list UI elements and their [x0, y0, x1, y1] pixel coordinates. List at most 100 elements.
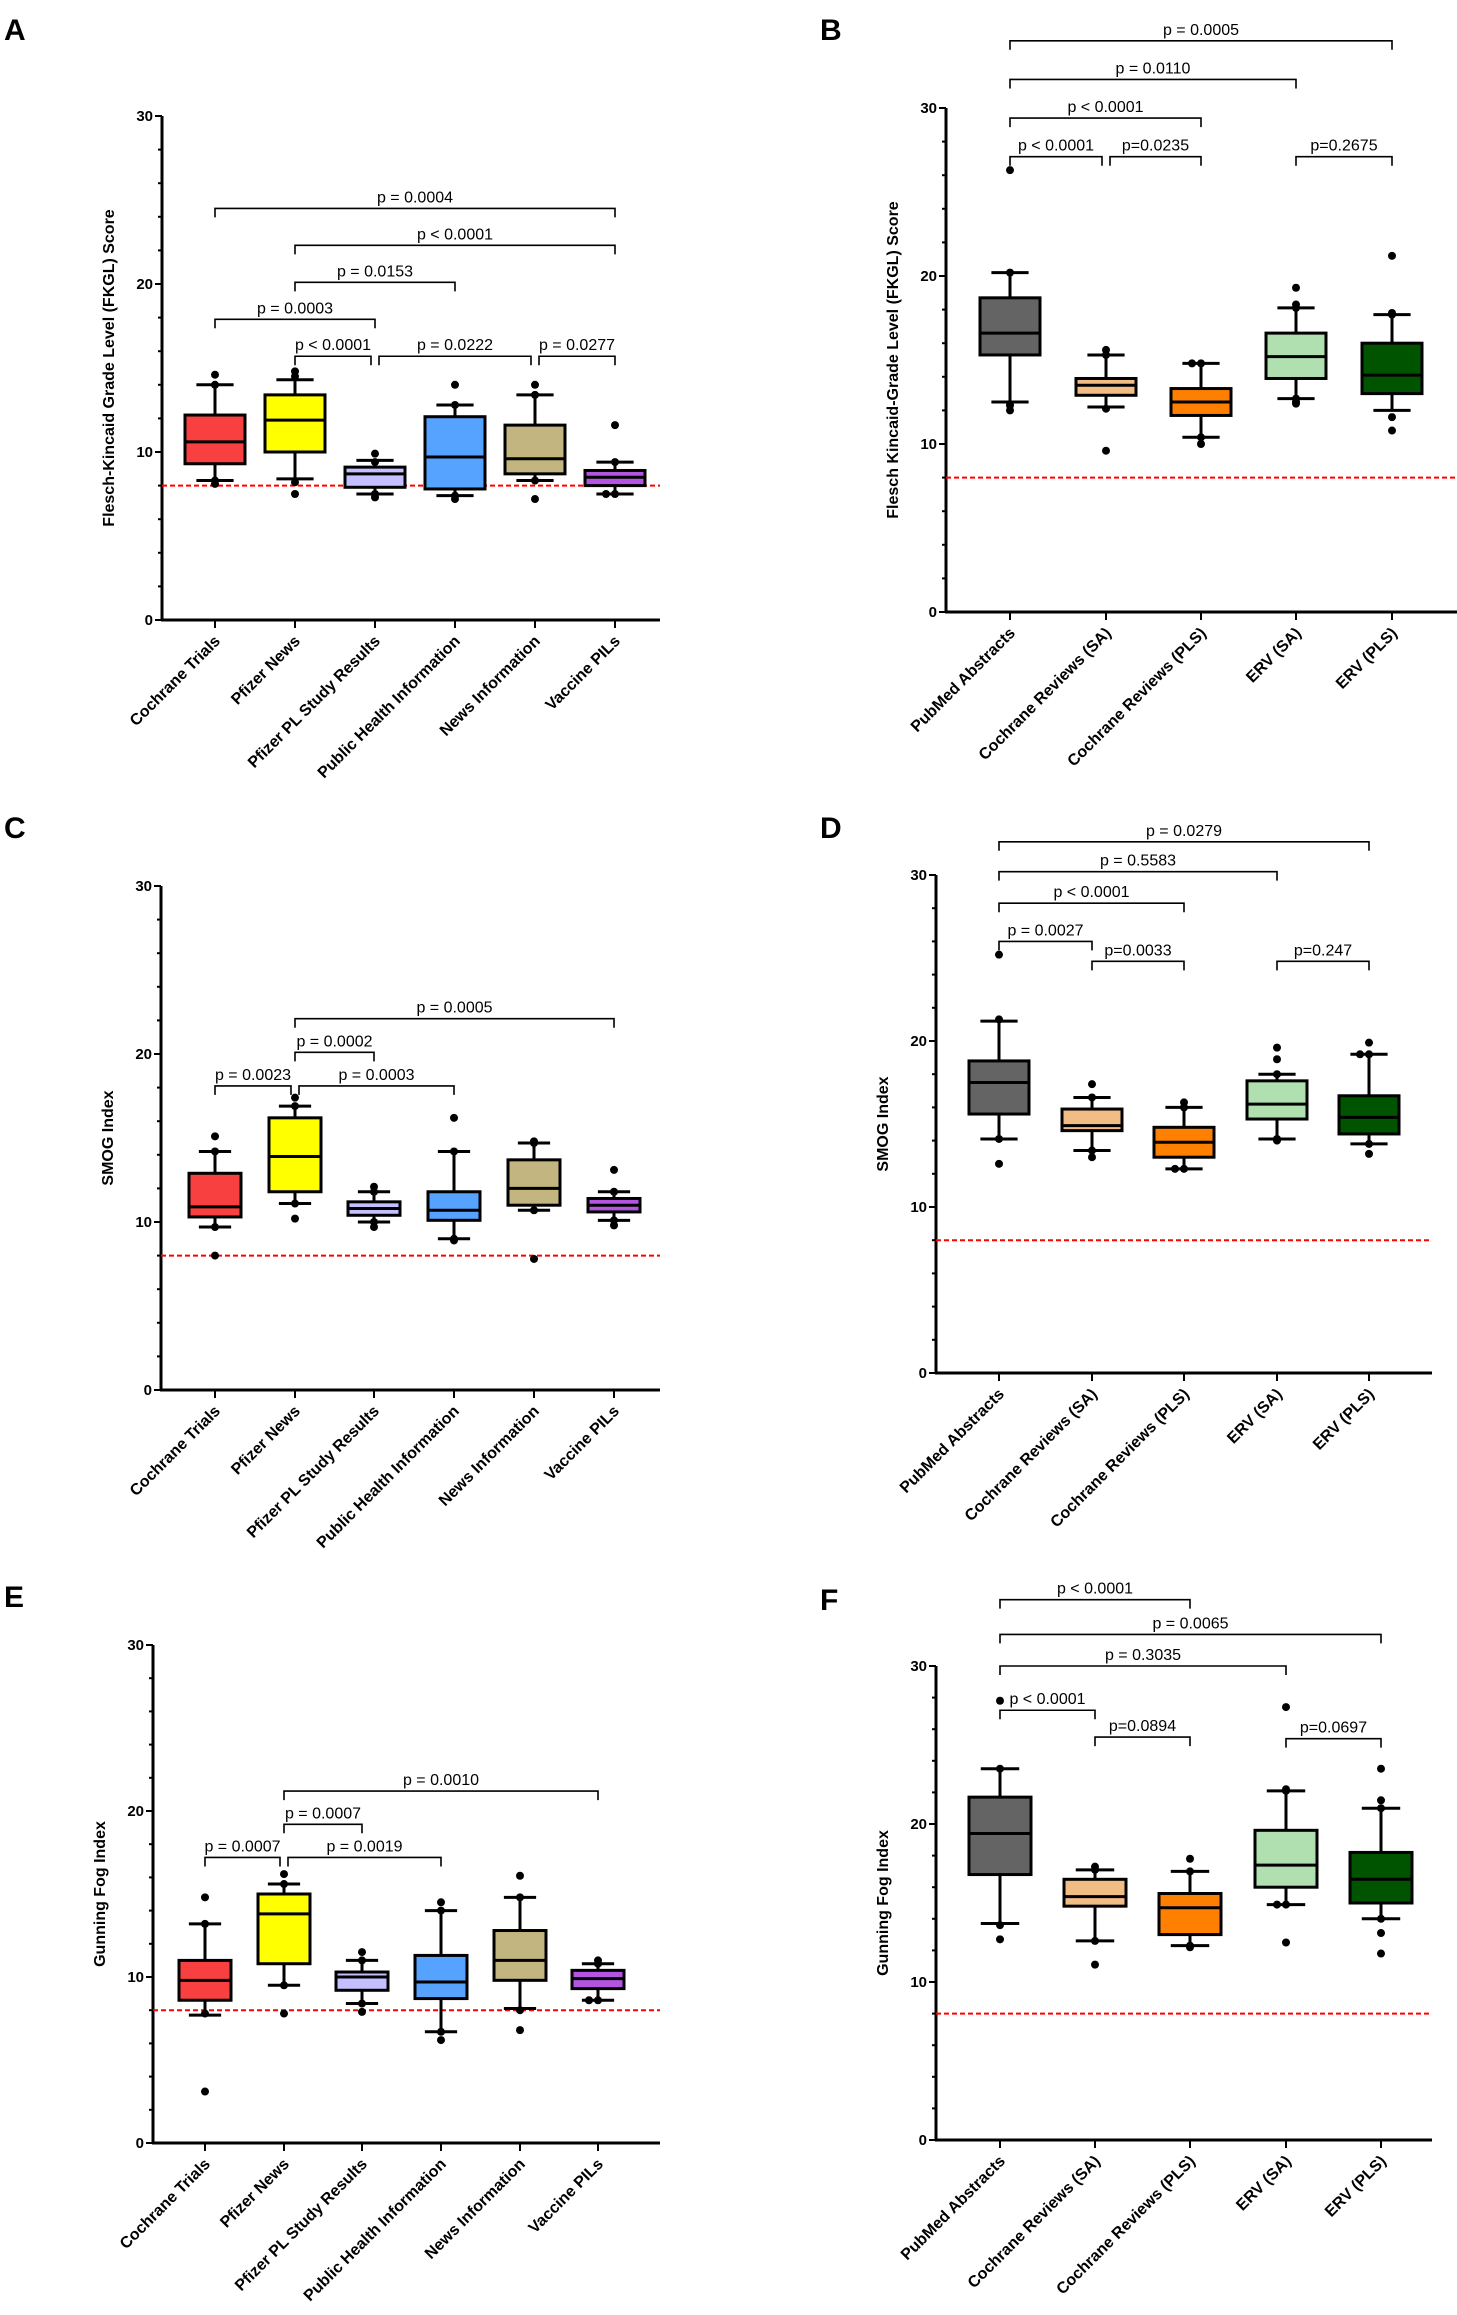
outlier-point — [1186, 1854, 1194, 1863]
bracket-line — [204, 1856, 281, 1867]
outlier-point — [1282, 1703, 1290, 1712]
outlier-point — [201, 2087, 209, 2096]
x-tick-label-pfizer-news: Pfizer News — [217, 2156, 293, 2232]
significance-bracket: p = 0.0003 — [214, 300, 376, 329]
outlier-point — [1171, 1164, 1179, 1173]
bracket-line — [283, 1790, 599, 1801]
p-value-label: p=0.0894 — [1109, 1718, 1176, 1735]
y-tick-label: 10 — [127, 1969, 144, 1986]
outlier-point — [1377, 1804, 1385, 1813]
x-tick-label-erv-pls: ERV (PLS) — [1333, 625, 1401, 693]
x-tick-label-cochrane-trials: Cochrane Trials — [117, 2156, 214, 2253]
bracket-line — [294, 355, 372, 366]
outlier-point — [516, 1893, 524, 1902]
bracket-line — [1009, 78, 1297, 89]
significance-bracket: p=0.0235 — [1109, 138, 1202, 166]
outlier-point — [280, 1870, 288, 1879]
y-axis-title: Flesch-Kincaid Grade Level (FKGL) Score — [101, 209, 118, 527]
significance-bracket: p = 0.3035 — [999, 1647, 1287, 1675]
y-tick-label: 10 — [920, 436, 937, 453]
outlier-point — [1186, 1867, 1194, 1876]
significance-bracket: p < 0.0001 — [1009, 138, 1103, 166]
bracket-line — [294, 1017, 615, 1028]
outlier-point — [1091, 1865, 1099, 1874]
p-value-label: p = 0.0065 — [1152, 1615, 1228, 1632]
significance-bracket: p = 0.0279 — [998, 823, 1370, 851]
panel-c: C 0 10 20 30 SMOG Index Cochrane Trials Pfizer … — [4, 812, 660, 1552]
outlier-point — [996, 1935, 1004, 1944]
box-public-health-information — [413, 1898, 469, 2045]
p-value-label: p < 0.0001 — [1053, 884, 1129, 901]
p-value-label: p = 0.0004 — [377, 189, 453, 206]
outlier-point — [516, 2006, 524, 2015]
significance-bracket: p < 0.0001 — [999, 1581, 1191, 1609]
p-value-label: p < 0.0001 — [1018, 138, 1094, 155]
iqr-box — [263, 393, 327, 454]
panel-e: E 0 10 20 30 Gunning Fog Index Cochrane Trials… — [4, 1581, 660, 2305]
outlier-point — [1292, 283, 1300, 292]
p-value-label: p = 0.0153 — [337, 263, 413, 280]
x-tick-label-public-health-information: Public Health Information — [314, 1403, 463, 1552]
outlier-point — [1180, 1164, 1188, 1173]
box-erv-pls — [1348, 1764, 1414, 1958]
outlier-point — [280, 2009, 288, 2018]
x-tick-label-erv-sa: ERV (SA) — [1224, 1386, 1285, 1447]
iqr-box — [1157, 1892, 1223, 1937]
significance-bracket: p=0.247 — [1276, 942, 1370, 971]
outlier-point — [291, 478, 299, 487]
significance-bracket: p = 0.0065 — [999, 1615, 1382, 1644]
p-value-label: p = 0.5583 — [1100, 853, 1176, 870]
outlier-point — [201, 1893, 209, 1902]
iqr-box — [967, 1795, 1033, 1877]
box-cochrane-reviews-pls — [1157, 1854, 1223, 1952]
outlier-point — [358, 1956, 366, 1965]
outlier-point — [1088, 1093, 1096, 1102]
y-tick-label: 20 — [135, 1046, 152, 1063]
significance-bracket: p < 0.0001 — [294, 337, 372, 366]
outlier-point — [1088, 1080, 1096, 1089]
outlier-point — [1102, 404, 1110, 413]
outlier-point — [1091, 1936, 1099, 1945]
outlier-point — [450, 1147, 458, 1156]
p-value-label: p=0.0235 — [1122, 138, 1189, 155]
outlier-point — [1377, 1949, 1385, 1958]
outlier-point — [1292, 303, 1300, 312]
iqr-box — [1245, 1079, 1309, 1121]
outlier-point — [585, 1996, 593, 2005]
y-axis-title: Flesch Kincaid-Grade Level (FKGL) Score — [885, 201, 902, 519]
outlier-point — [1377, 1929, 1385, 1938]
outlier-point — [211, 1132, 219, 1141]
x-tick-label-pfizer-news: Pfizer News — [228, 1403, 304, 1479]
outlier-point — [1388, 413, 1396, 422]
bracket-line — [999, 1709, 1096, 1720]
y-tick-label: 10 — [910, 1199, 927, 1216]
bracket-line — [1276, 960, 1370, 971]
x-tick-label-public-health-information: Public Health Information — [301, 2156, 450, 2305]
outlier-point — [530, 1139, 538, 1148]
panel-letter: D — [820, 812, 842, 845]
bracket-line — [998, 841, 1370, 851]
significance-bracket: p = 0.0007 — [283, 1805, 363, 1834]
outlier-point — [531, 476, 539, 485]
outlier-point — [1365, 1149, 1373, 1158]
significance-bracket: p=0.0033 — [1091, 942, 1185, 971]
outlier-point — [1088, 1146, 1096, 1155]
y-axis-title: SMOG Index — [875, 1076, 892, 1171]
x-tick-label-erv-pls: ERV (PLS) — [1310, 1386, 1378, 1454]
outlier-point — [1388, 251, 1396, 260]
significance-bracket: p = 0.0027 — [998, 922, 1093, 951]
p-value-label: p = 0.0222 — [417, 337, 493, 354]
p-value-label: p = 0.0003 — [338, 1067, 414, 1084]
outlier-point — [1006, 401, 1014, 410]
outlier-point — [370, 1187, 378, 1196]
iqr-box — [978, 296, 1042, 357]
significance-bracket: p = 0.5583 — [998, 853, 1278, 881]
outlier-point — [358, 1948, 366, 1957]
bracket-line — [998, 902, 1185, 913]
bracket-line — [1009, 40, 1393, 50]
outlier-point — [996, 1921, 1004, 1930]
x-tick-label-vaccine-pils: Vaccine PILs — [542, 1403, 623, 1484]
outlier-point — [1273, 1070, 1281, 1079]
box-pubmed-abstracts — [967, 950, 1031, 1168]
